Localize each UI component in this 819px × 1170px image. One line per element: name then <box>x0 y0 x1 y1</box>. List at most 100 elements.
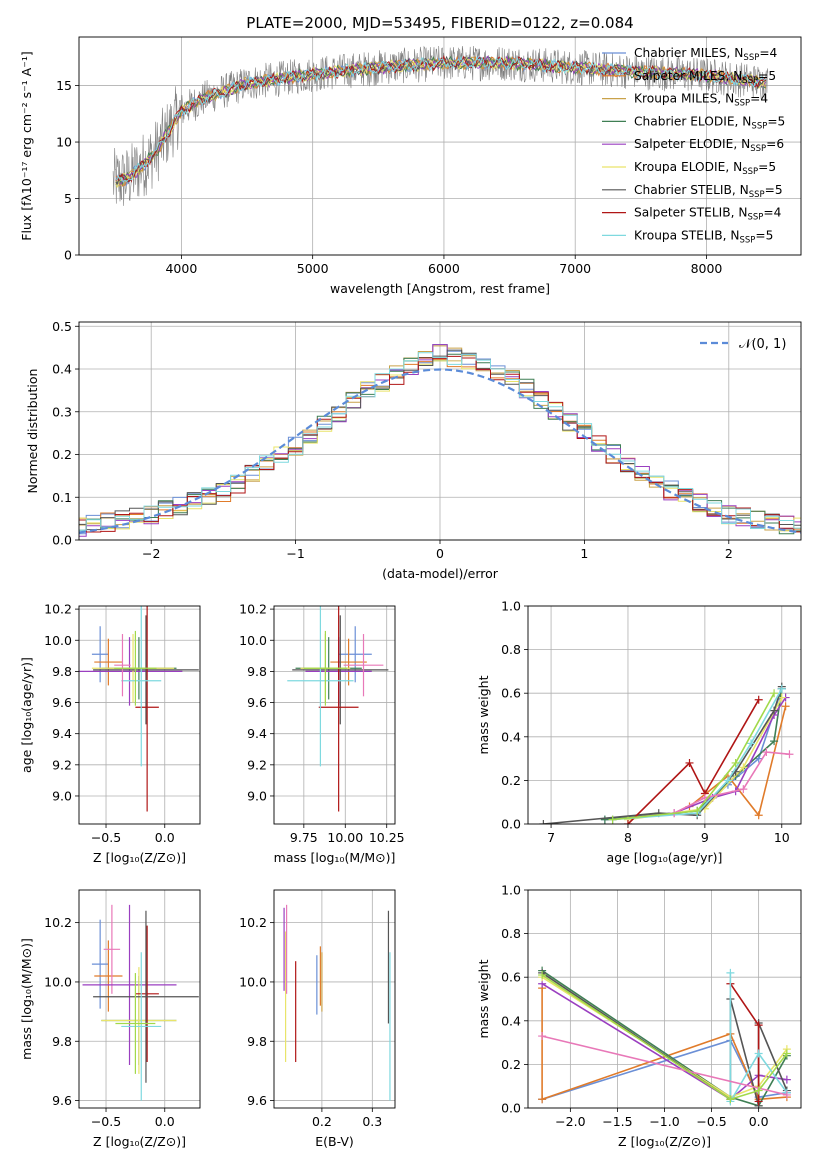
weight-marker <box>754 1021 763 1030</box>
axes-frame <box>78 321 802 541</box>
plot-area <box>79 344 801 537</box>
weight-line-0 <box>541 1039 788 1101</box>
plot-area <box>283 904 391 1101</box>
y-tick-label: 9.8 <box>52 1034 72 1049</box>
x-tick-label: 1 <box>580 546 588 561</box>
weight-marker <box>781 702 790 711</box>
panel-weight_vs_Z: −2.0 −1.5 −1.0 −0.5 0.0 0.0 0.2 0.4 0.6 0.8 1.0 Z [… <box>476 883 802 1149</box>
weight-marker <box>693 806 702 815</box>
weight-marker <box>770 689 779 698</box>
y-tick-label: 0.1 <box>52 490 72 505</box>
legend: Chabrier MILES, NSSP=4 Salpeter MILES, NS… <box>602 46 785 245</box>
axes-frame <box>273 605 396 825</box>
gridlines <box>528 605 801 825</box>
legend-subscript: SSP <box>742 167 758 177</box>
weight-marker <box>608 815 617 824</box>
legend-tail: =4 <box>750 92 768 106</box>
x-tick-label: 7 <box>547 830 555 845</box>
y-tick-label: 10.2 <box>239 602 267 617</box>
panel-age_vs_Z: −0.5 0.0 9.0 9.2 9.4 9.6 9.8 10.0 10.2 Z [log₁₀(Z… <box>19 602 201 865</box>
weight-marker <box>539 820 548 824</box>
y-tick-label: 10.0 <box>44 633 72 648</box>
legend-tail: =5 <box>765 183 783 197</box>
legend-tail: =5 <box>758 160 776 174</box>
y-tick-label: 0.6 <box>501 970 521 985</box>
y-tick-label: 10.0 <box>239 633 267 648</box>
legend-entry: Kroupa ELODIE, NSSP=5 <box>634 160 776 177</box>
x-tick-label: 10.00 <box>327 830 363 845</box>
y-axis-label: mass weight <box>476 675 491 754</box>
plot-area <box>538 966 791 1108</box>
x-tick-label: −0.5 <box>696 1114 726 1129</box>
weight-line-5 <box>543 686 783 824</box>
y-tick-label: 9.4 <box>247 726 267 741</box>
data-point-5 <box>292 615 389 725</box>
y-tick-label: 9.6 <box>52 695 72 710</box>
data-point-8 <box>343 634 384 697</box>
legend-tail: =5 <box>755 228 773 242</box>
x-tick-label: 9 <box>701 830 709 845</box>
data-point-6 <box>318 606 359 812</box>
x-tick-label: −0.5 <box>91 1114 121 1129</box>
y-tick-label: 10.2 <box>44 602 72 617</box>
legend-subscript: SSP <box>750 144 766 154</box>
weight-line-0 <box>604 688 783 821</box>
weight-line-6 <box>627 699 760 824</box>
panel-residuals: −2 −1 0 1 2 0.0 0.1 0.2 0.3 0.4 0.5 (data-model)/er… <box>25 319 802 581</box>
y-tick-label: 10.0 <box>239 974 267 989</box>
weight-marker <box>538 1095 547 1104</box>
weight-marker <box>538 971 547 980</box>
data-point-0 <box>91 626 109 683</box>
legend-entry: 𝒩(0, 1) <box>739 337 786 352</box>
data-point-7 <box>93 910 199 1083</box>
data-point-3 <box>82 904 177 1065</box>
legend-subscript: SSP <box>747 213 763 223</box>
weight-marker <box>747 739 756 748</box>
data-point-6 <box>135 606 159 812</box>
legend-entry: Chabrier STELIB, NSSP=5 <box>634 183 783 200</box>
y-tick-label: 0.6 <box>501 686 521 701</box>
x-tick-label: 0.2 <box>312 1114 332 1129</box>
data-point-5 <box>93 615 199 725</box>
legend-subscript: SSP <box>742 76 758 86</box>
panel-age_vs_mass: 9.75 10.00 10.25 9.0 9.2 9.4 9.6 9.8 10.0 10.2 mas… <box>239 602 404 865</box>
weight-marker <box>538 1032 547 1041</box>
axes-frame <box>527 605 802 825</box>
y-tick-label: 0.4 <box>501 729 521 744</box>
y-axis-label: Flux [fλ10⁻¹⁷ erg cm⁻² s⁻¹ A⁻¹] <box>19 51 34 240</box>
y-tick-label: 10 <box>56 135 72 150</box>
legend-entry: Salpeter MILES, NSSP=5 <box>634 69 776 86</box>
x-tick-label: 7000 <box>559 261 591 276</box>
weight-marker <box>782 1049 791 1058</box>
axes-frame <box>78 605 201 825</box>
weight-line-1 <box>689 706 787 818</box>
legend-entry: Chabrier MILES, NSSP=4 <box>634 46 778 63</box>
weight-marker <box>739 763 748 772</box>
data-point-3 <box>79 637 183 706</box>
x-tick-label: −1 <box>286 546 304 561</box>
y-tick-label: 0.2 <box>501 1057 521 1072</box>
y-tick-label: 10.2 <box>44 915 72 930</box>
model-line-8 <box>115 55 766 183</box>
y-tick-label: 0.0 <box>52 533 72 548</box>
y-tick-label: 9.0 <box>52 788 72 803</box>
x-tick-label: 0.3 <box>362 1114 382 1129</box>
axes-frame <box>527 889 802 1109</box>
legend-tail: =4 <box>763 206 781 220</box>
weight-marker <box>754 695 763 704</box>
legend-subscript: SSP <box>734 99 750 109</box>
x-tick-label: −2.0 <box>555 1114 585 1129</box>
y-tick-label: 9.6 <box>247 695 267 710</box>
weight-marker <box>600 815 609 824</box>
weight-marker <box>785 750 794 759</box>
weight-marker <box>762 748 771 757</box>
y-tick-label: 10.2 <box>239 915 267 930</box>
y-axis-label: mass weight <box>476 959 491 1038</box>
legend: 𝒩(0, 1) <box>700 337 786 352</box>
panel-mass_vs_Z: −0.5 0.0 9.6 9.8 10.0 10.2 Z [log₁₀(Z/Z⊙)] mass… <box>19 889 201 1149</box>
x-axis-label: wavelength [Angstrom, rest frame] <box>330 281 550 296</box>
weight-line-2 <box>541 970 788 1107</box>
x-tick-label: −1.0 <box>649 1114 679 1129</box>
x-tick-label: −0.5 <box>91 830 121 845</box>
weight-line-9 <box>612 692 775 821</box>
